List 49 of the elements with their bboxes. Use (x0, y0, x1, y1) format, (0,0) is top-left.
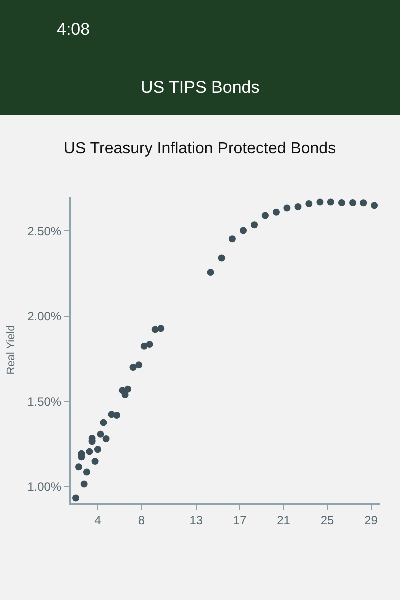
point (360, 200, 368, 207)
x-tick-label: 13 (190, 513, 204, 528)
point (86, 448, 94, 456)
point (350, 199, 356, 206)
x-tick-label: 8 (138, 513, 146, 528)
point (284, 204, 291, 212)
point (294, 204, 302, 211)
y-axis-title: Real Yield (6, 325, 18, 375)
x-tick-label: 29 (364, 513, 378, 528)
point (94, 446, 102, 454)
x-tick-label: 17 (233, 513, 248, 528)
x-tick-label: 21 (277, 513, 291, 528)
point (327, 198, 334, 206)
point (240, 227, 247, 234)
point (122, 392, 129, 399)
point (102, 436, 110, 443)
y-tick-label: 1.00% (28, 480, 62, 494)
point (251, 222, 258, 229)
point (146, 341, 154, 348)
x-tick-label: 4 (94, 513, 102, 528)
point (92, 458, 99, 466)
point (262, 212, 269, 220)
text: 4:08 (57, 20, 90, 39)
point (80, 480, 88, 488)
point (338, 199, 346, 206)
point (316, 198, 324, 206)
point (72, 494, 80, 502)
point (371, 202, 378, 210)
point (97, 430, 104, 438)
point (228, 236, 236, 243)
y-tick-label: 2.00% (28, 310, 62, 324)
y-tick-label: 2.50% (28, 224, 62, 238)
point (158, 325, 165, 332)
y-tick-label: 1.50% (28, 394, 62, 409)
point (136, 362, 143, 369)
point (306, 200, 313, 208)
chart-title: US Treasury Inflation Protected Bonds (64, 140, 336, 158)
point (100, 419, 108, 426)
point (75, 464, 82, 471)
point (130, 364, 137, 372)
point (124, 386, 132, 393)
point (140, 342, 148, 350)
x-tick-label: 25 (320, 513, 335, 528)
text: US TIPS Bonds (141, 78, 260, 97)
point (207, 269, 214, 276)
point (272, 208, 280, 216)
point (114, 412, 121, 419)
point (83, 468, 90, 476)
point (218, 254, 226, 262)
